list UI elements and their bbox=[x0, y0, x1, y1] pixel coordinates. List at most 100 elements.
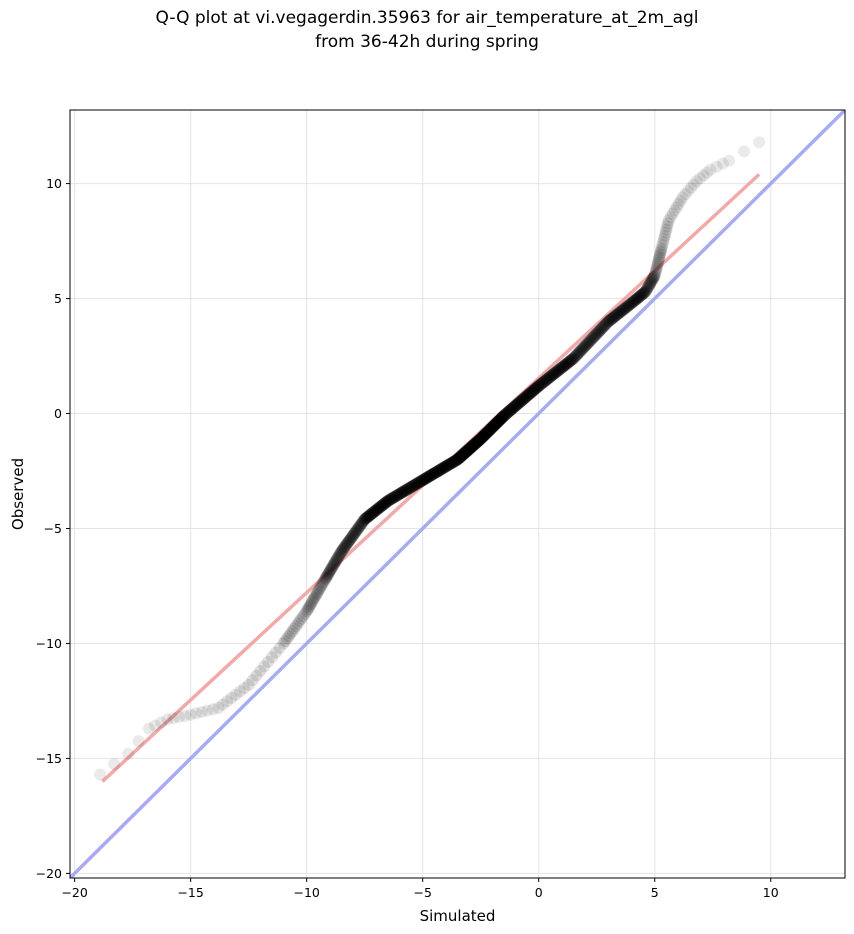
quantile-point bbox=[551, 364, 564, 377]
quantile-point bbox=[415, 474, 428, 487]
quantile-point bbox=[447, 455, 460, 468]
quantile-point bbox=[262, 655, 275, 668]
quantile-point bbox=[536, 377, 549, 390]
quantile-point bbox=[626, 296, 639, 309]
quantile-point bbox=[438, 461, 451, 474]
quantile-point bbox=[638, 286, 651, 299]
quantile-point bbox=[369, 504, 382, 517]
quantile-point bbox=[622, 299, 635, 312]
quantile-point bbox=[618, 303, 631, 316]
quantile-point bbox=[410, 478, 423, 491]
quantile-point bbox=[282, 630, 295, 643]
quantile-point bbox=[505, 403, 518, 416]
quantile-point bbox=[633, 290, 646, 303]
quantile-point bbox=[502, 406, 515, 419]
quantile-point bbox=[483, 424, 496, 437]
quantile-point bbox=[506, 402, 519, 415]
quantile-point bbox=[646, 274, 659, 287]
quantile-point bbox=[234, 685, 247, 698]
quantile-point bbox=[534, 378, 547, 391]
quantile-point bbox=[682, 184, 695, 197]
quantile-point bbox=[328, 558, 341, 571]
quantile-point bbox=[597, 321, 610, 334]
quantile-point bbox=[376, 498, 389, 511]
quantile-point bbox=[403, 481, 416, 494]
quantile-point bbox=[654, 248, 667, 261]
quantile-point bbox=[592, 325, 605, 338]
quantile-point bbox=[644, 277, 657, 290]
y-tick-label: 0 bbox=[54, 406, 62, 421]
quantile-point bbox=[376, 499, 389, 512]
identity-line bbox=[70, 110, 845, 878]
quantile-point bbox=[489, 417, 502, 430]
quantile-point bbox=[372, 502, 385, 515]
quantile-point bbox=[331, 553, 344, 566]
quantile-point bbox=[679, 188, 692, 201]
quantile-point bbox=[550, 366, 563, 379]
quantile-point bbox=[528, 383, 541, 396]
quantile-point bbox=[341, 537, 354, 550]
quantile-point bbox=[488, 419, 501, 432]
y-tick-label: 5 bbox=[54, 291, 62, 306]
quantile-point bbox=[414, 475, 427, 488]
quantile-point bbox=[431, 465, 444, 478]
x-tick-label: 5 bbox=[651, 885, 659, 900]
quantile-point bbox=[508, 400, 521, 413]
quantile-point bbox=[457, 448, 470, 461]
quantile-point bbox=[559, 358, 572, 371]
quantile-point bbox=[384, 493, 397, 506]
quantile-point bbox=[555, 361, 568, 374]
quantile-point bbox=[473, 433, 486, 446]
quantile-point bbox=[478, 429, 491, 442]
quantile-point bbox=[325, 563, 338, 576]
quantile-point bbox=[284, 627, 297, 640]
quantile-point bbox=[324, 564, 337, 577]
quantile-point bbox=[545, 369, 558, 382]
quantile-point bbox=[441, 459, 454, 472]
quantile-point bbox=[460, 445, 473, 458]
quantile-point bbox=[456, 449, 469, 462]
quantile-point bbox=[354, 519, 367, 532]
quantile-point bbox=[462, 443, 475, 456]
quantile-point bbox=[541, 372, 554, 385]
quantile-point bbox=[640, 283, 653, 296]
quantile-point bbox=[328, 556, 341, 569]
quantile-point bbox=[662, 214, 675, 227]
y-axis-label: Observed bbox=[9, 458, 27, 530]
quantile-point bbox=[423, 470, 436, 483]
quantile-point bbox=[623, 299, 636, 312]
quantile-point bbox=[444, 457, 457, 470]
quantile-point bbox=[461, 444, 474, 457]
quantile-point bbox=[419, 472, 432, 485]
quantile-point bbox=[602, 315, 615, 328]
quantile-point bbox=[463, 442, 476, 455]
quantile-point bbox=[657, 235, 670, 248]
quantile-point bbox=[547, 368, 560, 381]
quantile-point bbox=[499, 408, 512, 421]
quantile-point bbox=[402, 482, 415, 495]
quantile-point bbox=[445, 456, 458, 469]
quantile-point bbox=[394, 487, 407, 500]
quantile-point bbox=[273, 642, 286, 655]
quantile-point bbox=[502, 405, 515, 418]
quantile-point bbox=[397, 485, 410, 498]
quantile-point bbox=[474, 433, 487, 446]
quantile-point bbox=[577, 342, 590, 355]
quantile-point bbox=[372, 502, 385, 515]
quantile-point bbox=[391, 489, 404, 502]
x-tick-label: 10 bbox=[763, 885, 779, 900]
quantile-point bbox=[608, 310, 621, 323]
quantile-point bbox=[629, 293, 642, 306]
quantile-point bbox=[589, 328, 602, 341]
quantile-point bbox=[647, 272, 660, 285]
quantile-point bbox=[518, 392, 531, 405]
quantile-point bbox=[364, 508, 377, 521]
quantile-point bbox=[401, 483, 414, 496]
quantile-point bbox=[212, 701, 225, 714]
quantile-point bbox=[368, 505, 381, 518]
quantile-point bbox=[344, 532, 357, 545]
quantile-point bbox=[338, 540, 351, 553]
quantile-point bbox=[651, 256, 664, 269]
quantile-point bbox=[343, 533, 356, 546]
quantile-point bbox=[586, 332, 599, 345]
